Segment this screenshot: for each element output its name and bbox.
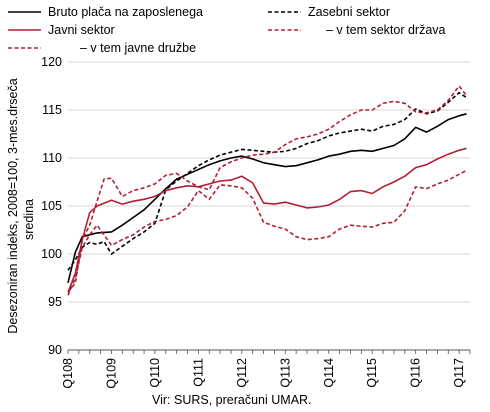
y-tick-label: 115 — [42, 103, 62, 117]
x-tick-label: Q110 — [148, 358, 162, 388]
y-tick-label: 120 — [41, 55, 62, 69]
y-tick-label: 110 — [42, 151, 62, 165]
y-tick-label: 100 — [41, 247, 62, 261]
y-tick-label: 95 — [48, 295, 62, 309]
x-tick-label: Q117 — [452, 358, 466, 388]
x-tick-label: Q116 — [409, 358, 423, 388]
legend-label: Zasebni sektor — [308, 5, 390, 19]
source-note: Vir: SURS, preračuni UMAR. — [152, 393, 312, 407]
x-tick-label: Q114 — [322, 358, 336, 388]
series-line-5 — [67, 169, 467, 296]
y-axis-title-line-1: Desezoniran indeks, 2008=100, 3-mes.drse… — [6, 78, 20, 333]
legend-label: – v tem sektor država — [326, 23, 446, 37]
legend-label: Bruto plača na zaposlenega — [48, 5, 203, 19]
legend-label: – v tem javne družbe — [80, 41, 196, 55]
y-axis-title: Desezoniran indeks, 2008=100, 3-mes.drse… — [6, 78, 36, 333]
x-tick-label: Q111 — [191, 358, 205, 387]
series-line-2 — [67, 91, 467, 271]
legend: Bruto plača na zaposlenega Zasebni sektor… — [8, 5, 446, 55]
y-tick-label: 90 — [48, 343, 62, 357]
x-tick-label: Q109 — [104, 358, 118, 389]
series-line-4 — [67, 85, 468, 293]
series-lines — [67, 85, 468, 296]
axes: 90 95 100 105 110 115 120 Q108 Q109 Q110 Q111 Q112 Q… — [41, 55, 471, 389]
x-tick-label: Q112 — [235, 358, 249, 388]
x-tick-label: Q115 — [365, 358, 379, 388]
legend-label: Javni sektor — [48, 23, 115, 37]
series-line-3 — [67, 147, 467, 293]
x-tick-label: Q113 — [278, 358, 292, 388]
gridlines — [68, 61, 470, 351]
y-axis-title-line-2: sredina — [22, 199, 36, 240]
series-line-1 — [67, 113, 467, 283]
x-tick-label: Q108 — [61, 358, 75, 389]
y-tick-label: 105 — [41, 199, 62, 213]
